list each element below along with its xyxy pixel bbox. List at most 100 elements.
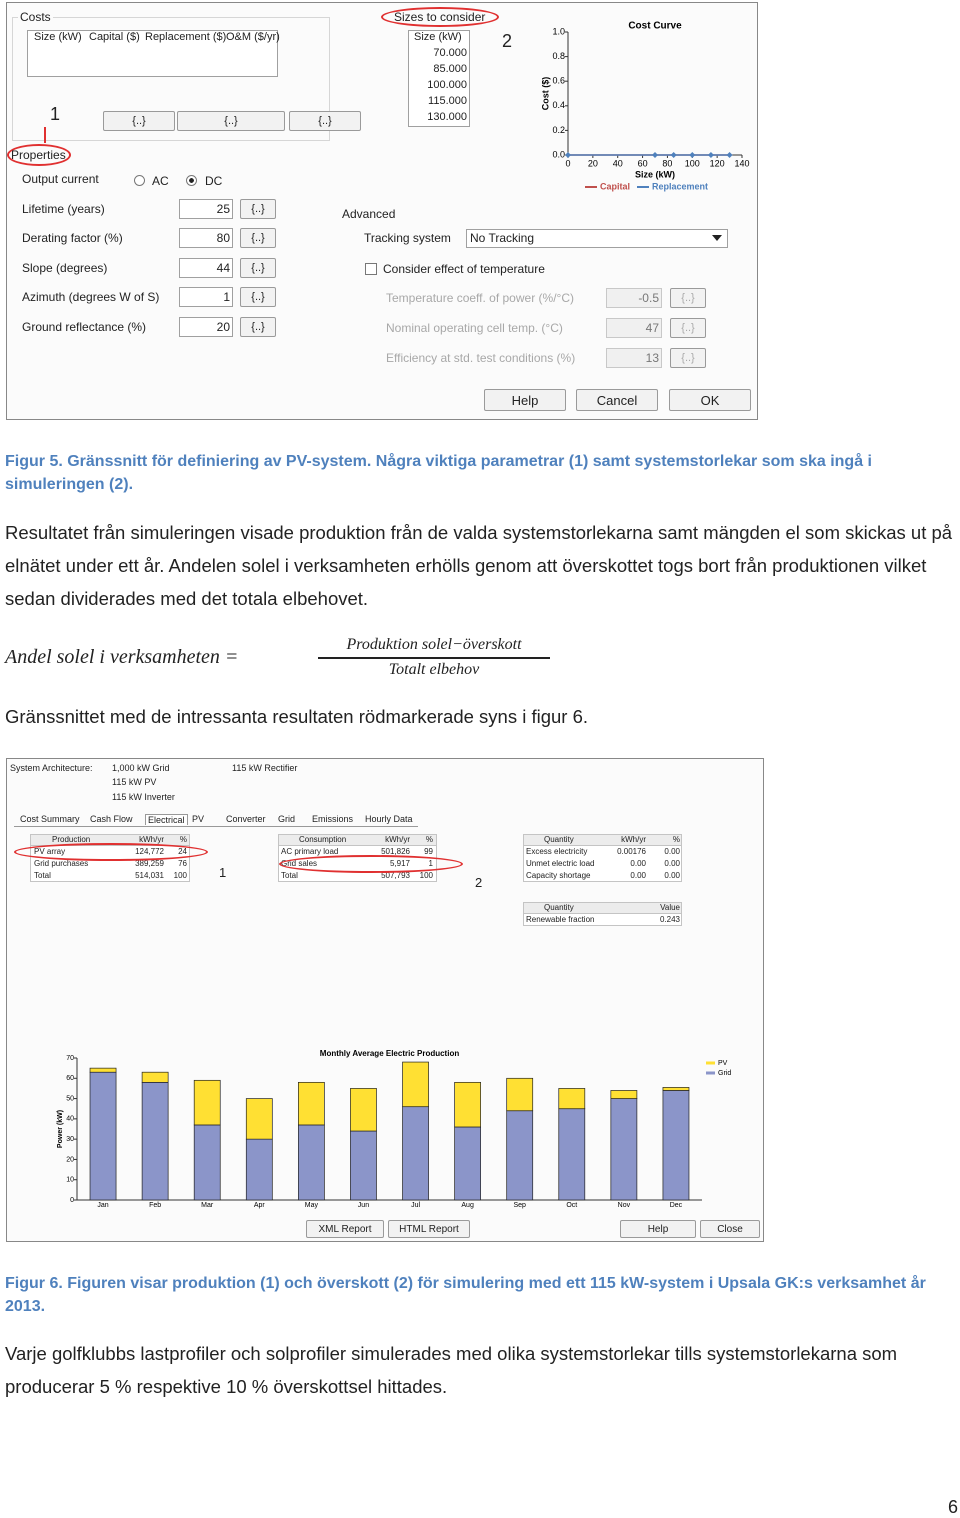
button[interactable]: {..}: [240, 228, 276, 248]
size-value: 100.000: [427, 79, 467, 92]
field-label: Ground reflectance (%): [22, 319, 147, 334]
column-header: %: [179, 835, 187, 845]
table-cell: Total: [281, 871, 298, 881]
table-cell: AC primary load: [281, 847, 339, 857]
tab[interactable]: Converter: [226, 813, 266, 824]
size-value: 85.000: [433, 63, 467, 76]
field-label: Lifetime (years): [22, 201, 105, 216]
input: [606, 288, 662, 308]
button[interactable]: {..}: [289, 111, 361, 131]
field-label: Azimuth (degrees W of S): [22, 289, 160, 304]
architecture-item: 115 kW Inverter: [112, 791, 175, 802]
button[interactable]: XML Report: [306, 1220, 384, 1238]
tab[interactable]: Hourly Data: [365, 813, 413, 824]
tab[interactable]: Grid: [278, 813, 296, 824]
column-header: kWh/yr: [385, 835, 410, 845]
table-header-bg: [523, 902, 682, 914]
architecture-label: System Architecture:: [10, 762, 93, 773]
button[interactable]: {..}: [240, 317, 276, 337]
formula-denominator: Totalt elbehov: [388, 661, 480, 679]
table-cell: 0.00: [664, 847, 680, 857]
annotation: 2: [502, 31, 513, 52]
table-cell: 501,826: [381, 847, 410, 857]
tab[interactable]: PV: [192, 813, 205, 824]
button[interactable]: Close: [700, 1220, 760, 1238]
field-label: Efficiency at std. test conditions (%): [386, 350, 576, 365]
button[interactable]: HTML Report: [388, 1220, 470, 1238]
tab[interactable]: Emissions: [312, 813, 354, 824]
table-cell: Excess electricity: [526, 847, 588, 857]
dropdown-arrow: [712, 235, 722, 241]
table: [408, 30, 470, 127]
column-header: Quantity: [544, 903, 574, 913]
button[interactable]: Help: [484, 389, 566, 411]
group-label: Advanced: [342, 206, 396, 221]
table-cell: 100: [173, 871, 187, 881]
table-cell: 0.00: [664, 871, 680, 881]
input-value: 13: [645, 350, 659, 365]
table-cell: 99: [424, 847, 433, 857]
button[interactable]: OK: [669, 389, 751, 411]
radio-label: AC: [152, 173, 169, 188]
table-cell: Unmet electric load: [526, 859, 595, 869]
button[interactable]: {..}: [177, 111, 285, 131]
input: [179, 258, 233, 278]
architecture-item: 115 kW PV: [112, 776, 157, 787]
checkbox-label: Consider effect of temperature: [383, 261, 545, 276]
input: [179, 317, 233, 337]
button[interactable]: {..}: [670, 348, 706, 368]
radio: [186, 175, 197, 186]
button[interactable]: {..}: [670, 288, 706, 308]
tab[interactable]: Electrical: [145, 813, 188, 826]
button[interactable]: Help: [620, 1220, 696, 1238]
column-header: %: [672, 835, 680, 845]
size-value: 70.000: [433, 47, 467, 60]
figure-caption: Figur 5. Gränssnitt för definiering av P…: [5, 453, 872, 493]
table-cell: 76: [178, 859, 187, 869]
button[interactable]: {..}: [670, 318, 706, 338]
table-cell: Renewable fraction: [526, 915, 595, 925]
group-box: [12, 17, 330, 141]
architecture-item: 115 kW Rectifier: [232, 762, 298, 773]
table-cell: 0.00: [664, 859, 680, 869]
field-label: Output current: [22, 171, 99, 186]
table-cell: 507,793: [381, 871, 410, 881]
button[interactable]: Cancel: [576, 389, 658, 411]
highlight-ellipse: [14, 843, 208, 861]
input: [179, 228, 233, 248]
column-header: Capital ($): [89, 31, 140, 44]
table-header-bg: [523, 834, 682, 846]
group-label: Properties: [11, 147, 66, 162]
column-header: Production: [52, 835, 91, 845]
button[interactable]: {..}: [240, 199, 276, 219]
screenshot-frame: [6, 758, 764, 1242]
table-cell: 0.243: [659, 915, 680, 925]
input: [179, 287, 233, 307]
table: [27, 30, 278, 77]
dropdown-value: No Tracking: [470, 230, 535, 245]
arrow: [44, 127, 46, 143]
figure-caption: Figur 6. Figuren visar produktion (1) oc…: [5, 1275, 926, 1315]
field-label: Derating factor (%): [22, 230, 123, 245]
table-cell: 514,031: [135, 871, 164, 881]
tab[interactable]: Cost Summary: [20, 813, 80, 824]
group-label: Costs: [18, 9, 53, 25]
input: [606, 318, 662, 338]
table-cell: Grid purchases: [34, 859, 89, 869]
button[interactable]: {..}: [103, 111, 175, 131]
table-cell: 0.00176: [617, 847, 646, 857]
annotation: 1: [219, 865, 227, 881]
input-value: 44: [216, 260, 230, 275]
tab-strip: [14, 826, 418, 827]
column-header: Size (kW): [34, 31, 82, 44]
button[interactable]: {..}: [240, 258, 276, 278]
tab[interactable]: Cash Flow: [90, 813, 133, 824]
fraction-bar: [318, 657, 550, 659]
button[interactable]: {..}: [240, 287, 276, 307]
input-value: 47: [645, 320, 659, 335]
column-header: O&M ($/yr): [226, 31, 280, 44]
paragraph: Gränssnittet med de intressanta resultat…: [5, 706, 589, 727]
column-header: kWh/yr: [139, 835, 164, 845]
paragraph: Varje golfklubbs lastprofiler och solpro…: [5, 1343, 898, 1397]
